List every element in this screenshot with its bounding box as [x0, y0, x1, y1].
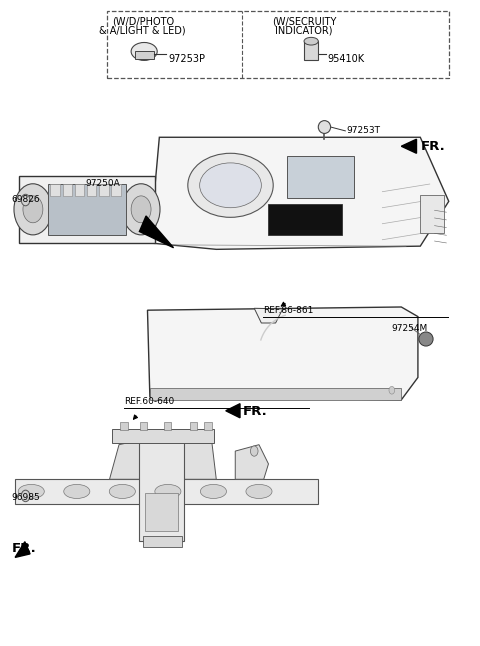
FancyBboxPatch shape	[143, 536, 181, 547]
Text: REF.60-640: REF.60-640	[0, 645, 1, 646]
Polygon shape	[254, 308, 283, 323]
FancyBboxPatch shape	[288, 156, 354, 198]
Text: (W/D/PHOTO: (W/D/PHOTO	[112, 17, 174, 27]
FancyBboxPatch shape	[112, 429, 214, 443]
Ellipse shape	[109, 484, 135, 499]
FancyBboxPatch shape	[140, 422, 147, 430]
Text: REF.86-861: REF.86-861	[0, 645, 1, 646]
FancyBboxPatch shape	[50, 183, 60, 196]
FancyBboxPatch shape	[14, 479, 318, 504]
Text: FR.: FR.	[420, 140, 445, 153]
FancyBboxPatch shape	[304, 41, 318, 61]
Text: 97254M: 97254M	[392, 324, 428, 333]
Ellipse shape	[246, 484, 272, 499]
Text: REF.86-861: REF.86-861	[263, 306, 313, 315]
Circle shape	[131, 196, 151, 223]
Ellipse shape	[419, 332, 433, 346]
Circle shape	[389, 386, 395, 394]
Ellipse shape	[200, 484, 227, 499]
Text: (W/SECRUITY: (W/SECRUITY	[272, 17, 336, 27]
FancyBboxPatch shape	[48, 183, 126, 235]
Ellipse shape	[64, 484, 90, 499]
Circle shape	[21, 194, 30, 206]
FancyBboxPatch shape	[145, 493, 179, 531]
Ellipse shape	[318, 121, 331, 134]
Text: FR.: FR.	[12, 542, 36, 555]
FancyBboxPatch shape	[204, 422, 212, 430]
Circle shape	[21, 490, 30, 502]
Polygon shape	[235, 444, 268, 479]
Text: & A/LIGHT & LED): & A/LIGHT & LED)	[99, 26, 186, 36]
FancyBboxPatch shape	[139, 438, 184, 541]
FancyBboxPatch shape	[75, 183, 84, 196]
FancyBboxPatch shape	[164, 422, 171, 430]
Text: FR.: FR.	[242, 405, 267, 418]
FancyBboxPatch shape	[420, 195, 444, 233]
FancyBboxPatch shape	[63, 183, 72, 196]
FancyBboxPatch shape	[135, 52, 154, 59]
FancyBboxPatch shape	[120, 422, 128, 430]
Circle shape	[23, 196, 43, 223]
Polygon shape	[109, 439, 143, 479]
FancyBboxPatch shape	[99, 183, 108, 196]
Ellipse shape	[131, 43, 157, 61]
Text: REF.60-640: REF.60-640	[124, 397, 174, 406]
FancyBboxPatch shape	[268, 204, 342, 234]
Text: 95410K: 95410K	[328, 54, 365, 64]
Text: 69826: 69826	[12, 195, 40, 204]
FancyBboxPatch shape	[19, 176, 155, 243]
Circle shape	[251, 446, 258, 456]
Ellipse shape	[200, 163, 261, 208]
Polygon shape	[401, 139, 417, 153]
FancyBboxPatch shape	[190, 422, 197, 430]
FancyBboxPatch shape	[111, 183, 121, 196]
Circle shape	[14, 183, 52, 235]
Text: 97253P: 97253P	[168, 54, 205, 64]
Text: INDICATOR): INDICATOR)	[276, 26, 333, 36]
Polygon shape	[226, 404, 240, 418]
Ellipse shape	[304, 37, 318, 45]
Text: 97250A: 97250A	[86, 179, 120, 188]
Ellipse shape	[188, 153, 273, 217]
FancyBboxPatch shape	[87, 183, 96, 196]
Text: 96985: 96985	[12, 493, 40, 502]
Polygon shape	[180, 439, 216, 479]
Polygon shape	[139, 216, 174, 248]
Circle shape	[122, 183, 160, 235]
Ellipse shape	[155, 484, 181, 499]
FancyBboxPatch shape	[150, 388, 401, 400]
Ellipse shape	[18, 484, 44, 499]
Polygon shape	[150, 137, 449, 249]
Text: 97253T: 97253T	[347, 127, 381, 136]
Polygon shape	[15, 542, 30, 557]
Polygon shape	[147, 307, 418, 400]
